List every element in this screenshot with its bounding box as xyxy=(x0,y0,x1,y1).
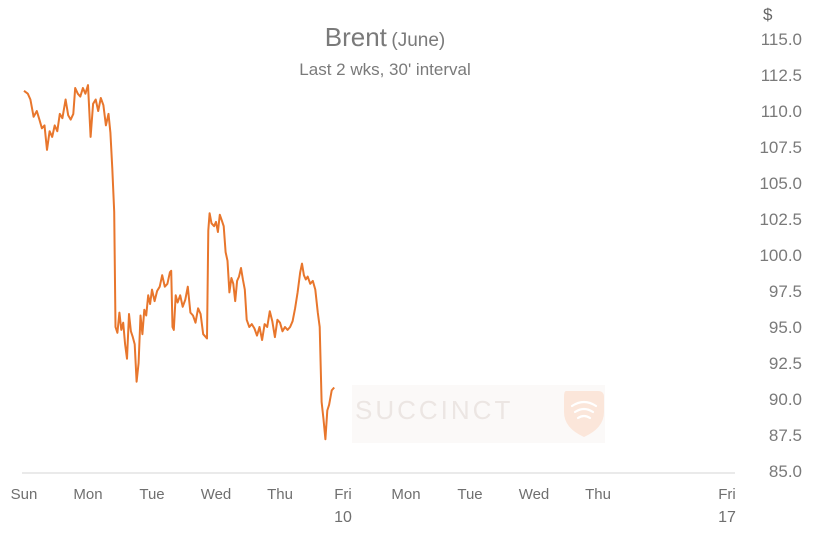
y-unit-label: $ xyxy=(763,5,773,24)
y-tick-label: 87.5 xyxy=(769,426,802,445)
y-tick-label: 97.5 xyxy=(769,282,802,301)
y-tick-label: 90.0 xyxy=(769,390,802,409)
y-tick-label: 115.0 xyxy=(761,30,802,49)
x-tick-label: Fri xyxy=(334,486,352,503)
title-suffix: (June) xyxy=(391,30,446,51)
x-tick-label: Mon xyxy=(391,486,420,503)
y-tick-label: 92.5 xyxy=(769,354,802,373)
x-tick-label: Thu xyxy=(267,486,293,503)
x-tick-label: Thu xyxy=(585,486,611,503)
y-axis: 85.0 87.5 90.0 92.5 95.0 97.5 100.0 102.5 105.0 1… xyxy=(759,30,802,481)
series-line xyxy=(23,84,335,441)
x-tick-label: Mon xyxy=(73,486,102,503)
y-tick-label: 102.5 xyxy=(759,210,802,229)
watermark-text: SUCCINCT xyxy=(355,395,513,425)
x-tick-sublabel: 17 xyxy=(718,509,736,526)
x-tick-sublabel: 10 xyxy=(334,509,352,526)
y-tick-label: 110.0 xyxy=(761,102,802,121)
x-tick-label: Wed xyxy=(519,486,550,503)
y-tick-label: 85.0 xyxy=(769,462,802,481)
title-main: Brent xyxy=(324,22,387,52)
x-tick-label: Tue xyxy=(139,486,164,503)
x-tick-label: Fri xyxy=(718,486,736,503)
series-group xyxy=(23,84,335,441)
y-tick-label: 100.0 xyxy=(759,246,802,265)
watermark-shield-icon xyxy=(564,391,604,437)
x-tick-label: Tue xyxy=(457,486,482,503)
x-tick-label: Sun xyxy=(11,486,38,503)
succinct-watermark: SUCCINCT xyxy=(352,385,605,443)
chart-subtitle: Last 2 wks, 30' interval xyxy=(299,60,471,79)
x-axis: Sun Mon Tue Wed Thu Fri 10 Mon Tue Wed Thu Fri 17 xyxy=(11,486,736,526)
y-tick-label: 112.5 xyxy=(761,66,802,85)
y-tick-label: 105.0 xyxy=(759,174,802,193)
y-tick-label: 107.5 xyxy=(759,138,802,157)
chart-title: Brent (June) xyxy=(0,22,770,53)
x-tick-label: Wed xyxy=(201,486,232,503)
y-tick-label: 95.0 xyxy=(769,318,802,337)
